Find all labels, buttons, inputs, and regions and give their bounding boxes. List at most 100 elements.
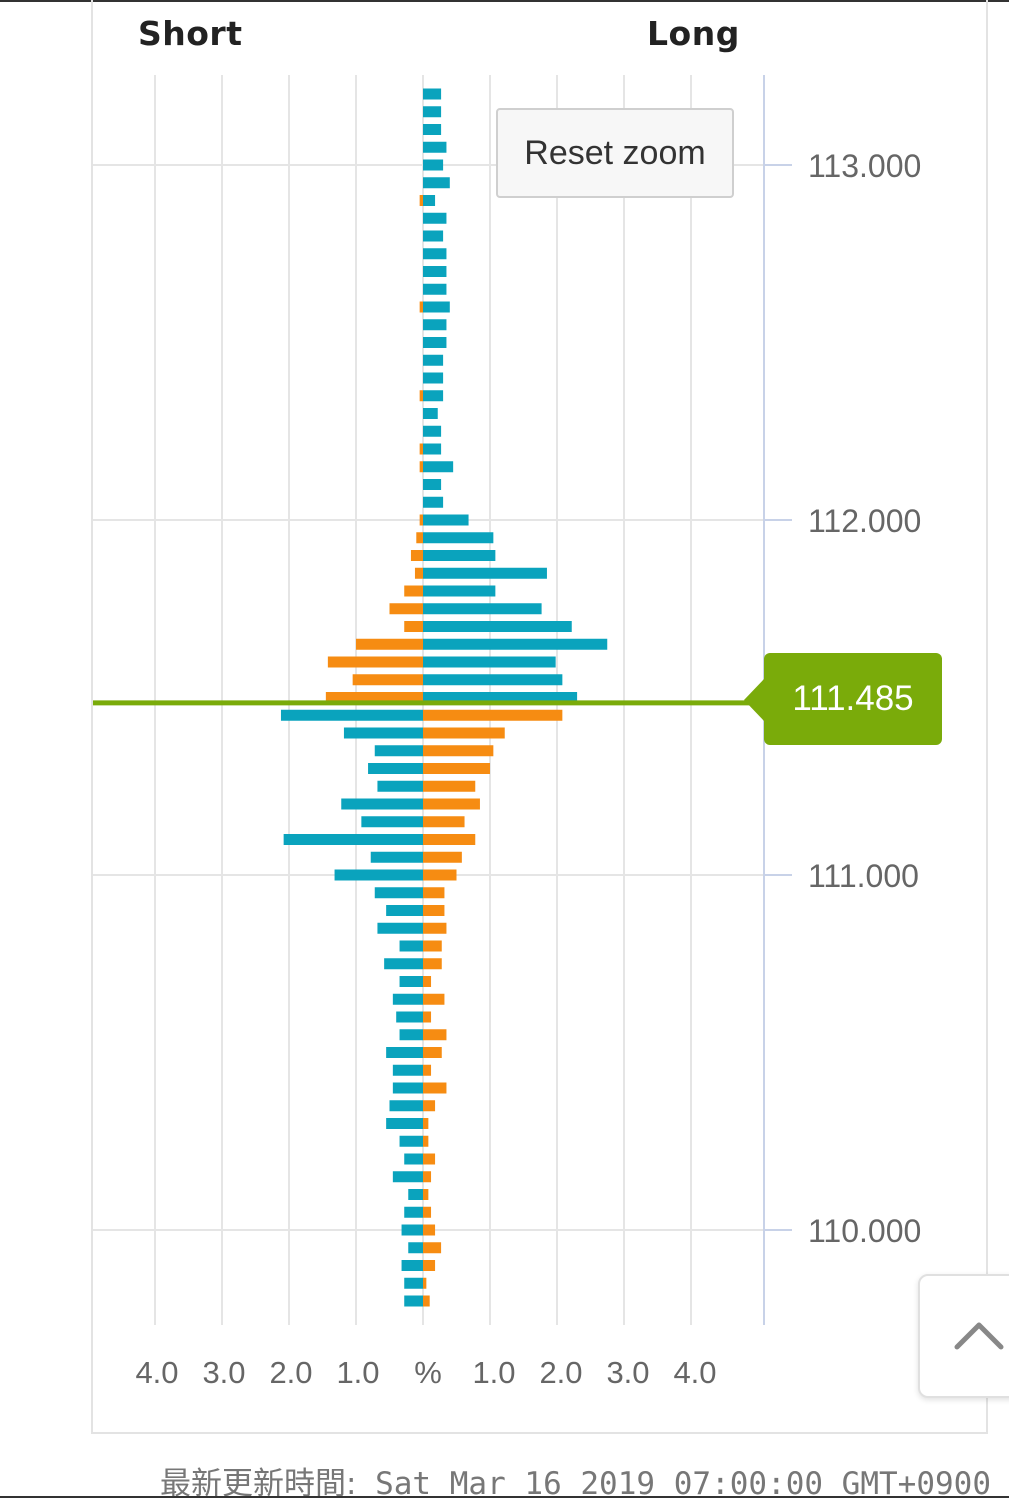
long-bar bbox=[423, 372, 444, 384]
long-bar bbox=[423, 195, 436, 206]
short-bar bbox=[414, 567, 423, 579]
short-bar bbox=[392, 1171, 423, 1183]
long-bar bbox=[423, 266, 447, 277]
x-tick-label: 2.0 bbox=[269, 1355, 312, 1390]
short-bar bbox=[377, 780, 423, 792]
short-bar bbox=[416, 532, 423, 544]
x-tick-label: 3.0 bbox=[202, 1355, 245, 1390]
short-bar bbox=[399, 940, 423, 952]
short-bar bbox=[384, 958, 423, 970]
current-price-badge: 111.485 bbox=[764, 653, 942, 745]
long-bar bbox=[423, 922, 447, 934]
short-bar bbox=[283, 834, 423, 845]
y-tick-label: 112.000 bbox=[808, 503, 921, 539]
long-bar bbox=[423, 727, 505, 739]
short-bar bbox=[386, 1047, 423, 1058]
short-bar bbox=[404, 1295, 423, 1307]
long-bar bbox=[423, 993, 445, 1005]
short-bar bbox=[392, 1064, 423, 1076]
scroll-top-button[interactable] bbox=[918, 1274, 1009, 1398]
long-bar bbox=[423, 780, 476, 792]
long-bar bbox=[423, 479, 442, 490]
long-bar bbox=[423, 1047, 442, 1058]
long-bar bbox=[423, 177, 450, 189]
long-bar bbox=[423, 141, 447, 153]
short-bar bbox=[399, 1029, 423, 1041]
short-bar bbox=[352, 674, 423, 686]
short-bar bbox=[404, 1277, 423, 1289]
long-bar bbox=[423, 798, 480, 810]
long-bar bbox=[423, 585, 496, 597]
x-tick-label: 4.0 bbox=[135, 1355, 178, 1390]
long-bar bbox=[423, 230, 444, 242]
long-bar bbox=[423, 1295, 430, 1307]
long-bar bbox=[423, 816, 465, 828]
long-bar bbox=[423, 1135, 429, 1147]
short-bar bbox=[370, 851, 423, 863]
long-bar bbox=[423, 443, 442, 455]
long-bar bbox=[423, 408, 438, 419]
long-bar bbox=[423, 567, 547, 579]
short-bar bbox=[325, 692, 423, 703]
long-bar bbox=[423, 1118, 429, 1129]
long-bar bbox=[423, 1153, 436, 1165]
long-bar bbox=[423, 869, 457, 881]
long-bar bbox=[423, 674, 563, 686]
long-bar bbox=[423, 248, 447, 260]
top-border bbox=[0, 0, 1009, 2]
short-bar bbox=[399, 976, 423, 987]
short-bar bbox=[419, 195, 423, 206]
long-bar bbox=[423, 88, 442, 100]
short-bar bbox=[410, 550, 423, 561]
long-bar bbox=[423, 1206, 432, 1218]
short-bar bbox=[399, 1135, 423, 1147]
short-bar bbox=[419, 514, 423, 526]
short-bar bbox=[377, 922, 423, 934]
short-bar bbox=[408, 1189, 423, 1200]
short-bar bbox=[327, 656, 423, 668]
short-bar bbox=[392, 1082, 423, 1094]
long-bar bbox=[423, 514, 469, 526]
short-bar bbox=[404, 621, 423, 632]
y-tick-label: 111.000 bbox=[808, 858, 919, 894]
short-bar bbox=[408, 1242, 423, 1254]
long-bar bbox=[423, 638, 608, 650]
long-bar bbox=[423, 887, 445, 899]
long-bar bbox=[423, 692, 578, 703]
short-bar bbox=[419, 390, 423, 402]
long-bar bbox=[423, 1260, 436, 1271]
reset-zoom-button[interactable]: Reset zoom bbox=[496, 108, 734, 198]
short-bar bbox=[374, 887, 423, 899]
long-bar bbox=[423, 106, 442, 118]
x-tick-label: 4.0 bbox=[673, 1355, 716, 1390]
bottom-border bbox=[0, 1496, 1009, 1498]
long-bar bbox=[423, 425, 442, 437]
short-bar bbox=[396, 1011, 423, 1023]
long-bar bbox=[423, 319, 447, 331]
long-bar bbox=[423, 337, 447, 348]
short-bar bbox=[419, 443, 423, 455]
short-bar bbox=[341, 798, 423, 810]
short-label: Short bbox=[138, 14, 243, 53]
short-bar bbox=[404, 585, 423, 597]
short-bar bbox=[334, 869, 423, 881]
long-bar bbox=[423, 1064, 432, 1076]
long-bar bbox=[423, 621, 572, 632]
long-bar bbox=[423, 834, 476, 845]
short-bar bbox=[343, 727, 423, 739]
short-bar bbox=[419, 461, 423, 473]
long-label: Long bbox=[647, 14, 740, 53]
long-bar bbox=[423, 976, 432, 987]
y-tick-label: 110.000 bbox=[808, 1213, 921, 1249]
long-bar bbox=[423, 603, 542, 615]
long-bar bbox=[423, 461, 454, 473]
short-bar bbox=[389, 603, 423, 615]
long-bar bbox=[423, 1224, 436, 1236]
short-bar bbox=[404, 1153, 423, 1165]
short-bar bbox=[404, 1206, 423, 1218]
short-bar bbox=[386, 905, 423, 916]
long-bar bbox=[423, 1100, 436, 1112]
short-bar bbox=[280, 709, 423, 721]
long-bar bbox=[423, 958, 442, 970]
x-tick-label: % bbox=[414, 1355, 442, 1390]
